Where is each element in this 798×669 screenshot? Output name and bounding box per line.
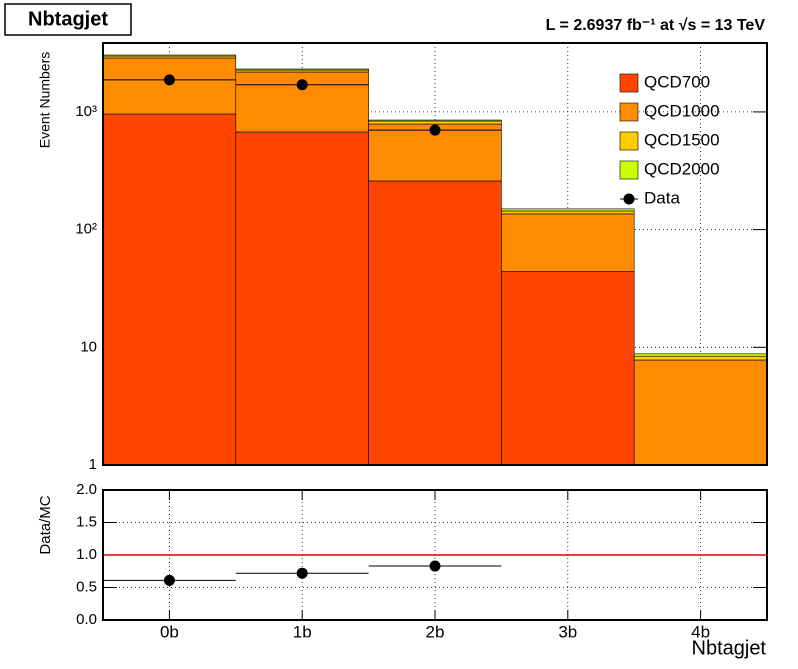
- legend-marker: [623, 193, 635, 205]
- ratio-point: [429, 560, 441, 572]
- x-axis-label: Nbtagjet: [692, 637, 767, 659]
- x-tick-label: 1b: [293, 622, 312, 641]
- data-point: [429, 124, 441, 136]
- bar-segment: [368, 120, 502, 125]
- y-tick-label: 10³: [75, 103, 97, 120]
- bar-segment: [501, 210, 635, 215]
- legend-label: QCD700: [644, 72, 710, 91]
- bar-segment: [235, 68, 369, 71]
- legend-swatch: [619, 160, 639, 180]
- chart-title: Nbtagjet: [28, 8, 108, 30]
- y-tick-label: 0.0: [76, 611, 97, 628]
- legend-swatch: [619, 73, 639, 93]
- bar-segment: [633, 355, 768, 361]
- bar-segment: [368, 119, 502, 122]
- data-point: [163, 74, 175, 86]
- y-tick-label: 1.5: [76, 513, 97, 530]
- legend-swatch: [619, 131, 639, 151]
- bar-segment: [102, 55, 237, 59]
- bar-segment: [633, 353, 768, 357]
- x-tick-label: 0b: [160, 622, 179, 641]
- legend-label: Data: [644, 188, 680, 207]
- legend-label: QCD2000: [644, 159, 720, 178]
- bar-segment: [102, 57, 237, 115]
- title-box: [4, 3, 132, 36]
- x-tick-label: 2b: [426, 622, 445, 641]
- legend-label: QCD1500: [644, 130, 720, 149]
- bar-segment: [633, 359, 768, 466]
- frame: [102, 489, 768, 621]
- bar-segment: [368, 180, 502, 466]
- y-tick-label: 2.0: [76, 481, 97, 498]
- subtitle: L = 2.6937 fb⁻¹ at √s = 13 TeV: [546, 17, 766, 34]
- bar-segment: [501, 208, 635, 212]
- x-tick-label: 4b: [691, 622, 710, 641]
- frame: [102, 42, 768, 466]
- y-axis-label: Event Numbers: [37, 52, 53, 148]
- bar-segment: [235, 131, 369, 466]
- y-tick-label: 10²: [75, 221, 97, 238]
- data-point: [296, 79, 308, 91]
- legend-label: QCD1000: [644, 101, 720, 120]
- y-tick-label: 1: [89, 456, 97, 473]
- ratio-point: [296, 567, 308, 579]
- y-axis-label: Data/MC: [37, 495, 54, 554]
- legend-swatch: [619, 102, 639, 122]
- y-tick-label: 0.5: [76, 578, 97, 595]
- bar-segment: [102, 54, 237, 57]
- y-tick-label: 10: [80, 338, 97, 355]
- bar-segment: [102, 113, 237, 466]
- ratio-point: [163, 574, 175, 586]
- x-tick-label: 3b: [558, 622, 577, 641]
- bar-segment: [501, 271, 635, 466]
- bar-segment: [501, 213, 635, 272]
- y-tick-label: 1.0: [76, 546, 97, 563]
